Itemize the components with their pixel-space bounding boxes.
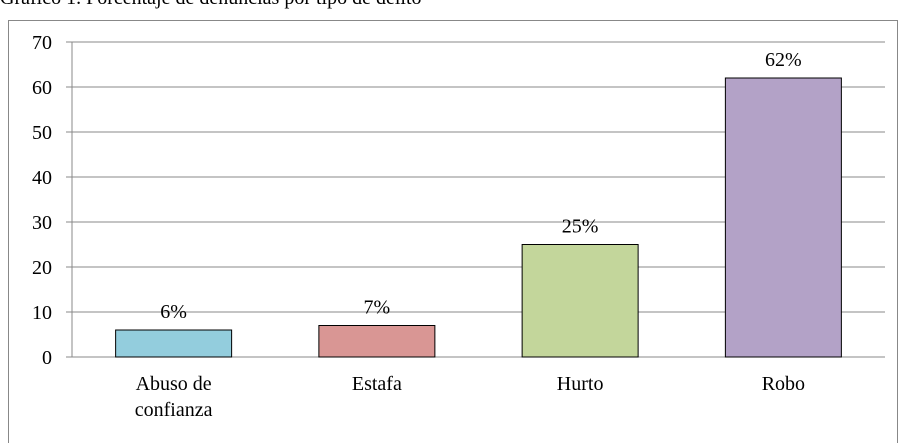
x-tick-label: Estafa: [351, 373, 402, 395]
y-tick-label: 60: [32, 77, 52, 99]
y-tick-label: 10: [32, 302, 52, 324]
x-tick-label: Abuso de confianza: [134, 373, 213, 421]
value-label: 6%: [160, 301, 187, 323]
x-tick-label: Hurto: [556, 373, 604, 395]
bar: [318, 325, 436, 358]
y-tick-label: 0: [42, 347, 52, 369]
bar: [724, 77, 842, 358]
y-tick-label: 20: [32, 257, 52, 279]
value-label: 7%: [364, 297, 391, 319]
chart-title: Gráfico 1. Porcentaje de denuncias por t…: [0, 0, 422, 9]
x-tick-label: Robo: [761, 373, 806, 395]
bar: [521, 244, 639, 358]
value-label: 25%: [562, 216, 599, 238]
value-label: 62%: [765, 49, 802, 71]
y-tick-label: 30: [32, 212, 52, 234]
y-tick-label: 50: [32, 122, 52, 144]
bar: [115, 329, 233, 358]
y-tick-label: 70: [32, 32, 52, 54]
chart-border: [8, 20, 898, 443]
y-tick-label: 40: [32, 167, 52, 189]
